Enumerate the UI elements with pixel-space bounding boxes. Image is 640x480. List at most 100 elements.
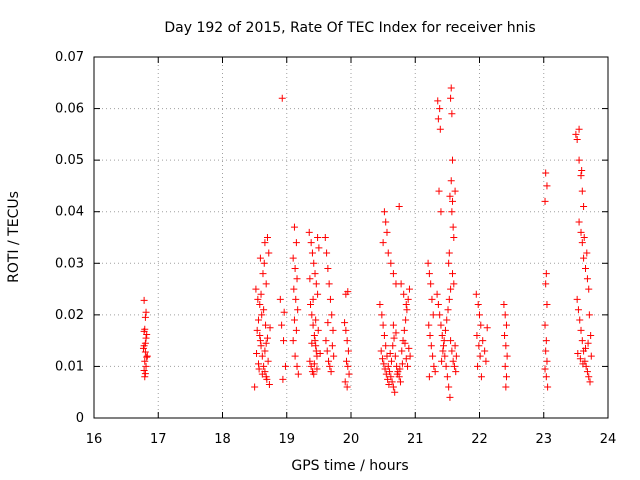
- data-point: [543, 182, 551, 190]
- data-point: [261, 239, 269, 247]
- data-point: [435, 187, 443, 195]
- data-point: [313, 365, 321, 373]
- data-point: [502, 342, 510, 350]
- data-point: [264, 357, 272, 365]
- data-point: [379, 321, 387, 329]
- data-point: [328, 311, 336, 319]
- data-point: [445, 295, 453, 303]
- data-point: [541, 321, 549, 329]
- y-tick-label: 0.06: [55, 102, 84, 117]
- data-point: [307, 239, 315, 247]
- data-point: [542, 337, 550, 345]
- data-point: [323, 249, 331, 257]
- data-point: [263, 334, 271, 342]
- data-point: [381, 365, 389, 373]
- data-point: [397, 280, 405, 288]
- data-point: [380, 208, 388, 216]
- data-point: [586, 378, 594, 386]
- data-point: [260, 306, 268, 314]
- data-point: [344, 347, 352, 355]
- data-point: [389, 342, 397, 350]
- data-point: [380, 331, 388, 339]
- data-point: [253, 350, 261, 358]
- x-tick-label: 17: [150, 432, 167, 447]
- data-point: [441, 326, 449, 334]
- data-point: [426, 331, 434, 339]
- data-point: [256, 254, 264, 262]
- data-point: [440, 342, 448, 350]
- data-point: [438, 357, 446, 365]
- data-point: [582, 264, 590, 272]
- data-point: [579, 360, 587, 368]
- data-point: [575, 218, 583, 226]
- data-point: [330, 352, 338, 360]
- data-point: [383, 228, 391, 236]
- data-point: [395, 203, 403, 211]
- data-point: [343, 357, 351, 365]
- data-point: [576, 355, 584, 363]
- data-point: [583, 249, 591, 257]
- y-axis-label: ROTI / TECUs: [6, 191, 22, 283]
- data-point: [140, 296, 148, 304]
- data-points: [139, 84, 595, 401]
- data-point: [143, 353, 151, 361]
- data-point: [141, 370, 149, 378]
- data-point: [541, 197, 549, 205]
- data-point: [140, 367, 148, 375]
- data-point: [280, 337, 288, 345]
- data-point: [141, 339, 149, 347]
- data-point: [344, 362, 352, 370]
- data-point: [577, 326, 585, 334]
- data-point: [441, 352, 449, 360]
- data-point: [473, 331, 481, 339]
- data-point: [574, 350, 582, 358]
- data-point: [256, 301, 264, 309]
- data-point: [327, 368, 335, 376]
- data-point: [447, 94, 455, 102]
- data-point: [341, 378, 349, 386]
- data-point: [289, 254, 297, 262]
- data-point: [280, 308, 288, 316]
- data-point: [440, 337, 448, 345]
- axis-ticks: 0 0.01 0.02 0.03 0.04 0.05 0.06 0.07 16 17 18 19 20 2…: [55, 50, 616, 447]
- data-point: [452, 352, 460, 360]
- data-point: [405, 285, 413, 293]
- data-point: [443, 316, 451, 324]
- data-point: [438, 331, 446, 339]
- data-point: [449, 156, 457, 164]
- data-point: [406, 352, 414, 360]
- data-point: [142, 334, 150, 342]
- data-point: [380, 360, 388, 368]
- data-point: [140, 327, 148, 335]
- data-point: [448, 208, 456, 216]
- data-point: [385, 380, 393, 388]
- data-point: [278, 321, 286, 329]
- data-point: [252, 285, 260, 293]
- data-point: [434, 301, 442, 309]
- data-point: [263, 375, 271, 383]
- data-point: [448, 347, 456, 355]
- data-point: [584, 339, 592, 347]
- data-point: [431, 368, 439, 376]
- data-point: [265, 380, 273, 388]
- data-point: [574, 306, 582, 314]
- data-point: [503, 352, 511, 360]
- data-point: [382, 218, 390, 226]
- data-point: [476, 311, 483, 319]
- data-point: [578, 187, 586, 195]
- data-point: [446, 192, 454, 200]
- data-point: [392, 329, 400, 337]
- data-point: [429, 311, 437, 319]
- data-point: [309, 321, 317, 329]
- data-point: [449, 223, 457, 231]
- data-point: [580, 254, 588, 262]
- data-point: [328, 342, 336, 350]
- data-point: [575, 125, 583, 133]
- data-point: [260, 362, 268, 370]
- data-point: [315, 244, 323, 252]
- data-point: [310, 259, 318, 267]
- x-tick-label: 20: [343, 432, 360, 447]
- data-point: [434, 97, 442, 105]
- y-tick-label: 0.04: [55, 205, 84, 220]
